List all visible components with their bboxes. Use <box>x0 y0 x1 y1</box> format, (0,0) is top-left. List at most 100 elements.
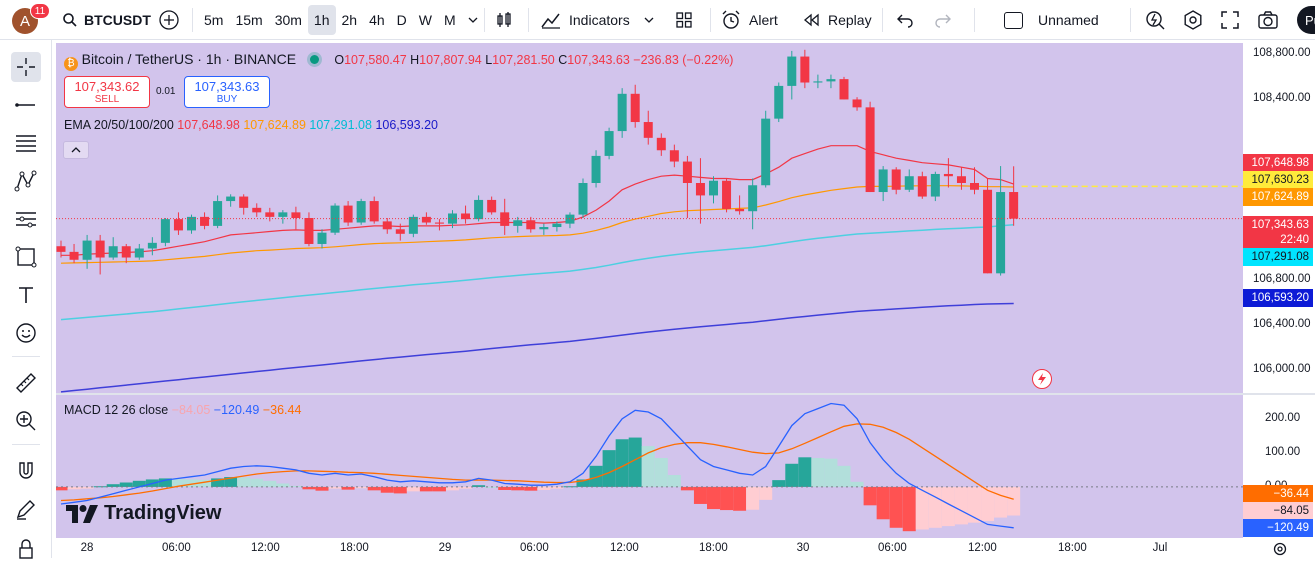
candle-body <box>343 205 353 223</box>
interval-30m[interactable]: 30m <box>274 12 302 28</box>
publish-label: Pu <box>1297 6 1315 34</box>
macd-histogram-bar <box>707 486 720 510</box>
candle-body <box>643 122 653 138</box>
candle-body <box>682 161 692 183</box>
macd-tick-label: 100.00 <box>1265 445 1301 458</box>
macd-histogram-bar <box>93 486 107 488</box>
candle-body <box>421 216 431 223</box>
replay-label: Replay <box>828 12 872 28</box>
macd-axis-tag: −36.44 <box>1243 485 1313 503</box>
pattern-icon <box>14 170 37 192</box>
price-axis-tag: 106,593.20 <box>1243 289 1313 307</box>
macd-title: MACD 12 26 close <box>64 403 169 417</box>
fullscreen-button[interactable] <box>1220 0 1240 40</box>
macd-histogram-bar <box>198 479 212 487</box>
interval-list: 5m 15m 30m 1h 2h 4h D W M <box>198 0 484 40</box>
forecast-tool[interactable] <box>11 204 41 234</box>
macd-histogram-bar <box>367 486 381 491</box>
axis-settings-button[interactable] <box>1272 541 1288 557</box>
macd-histogram-bar <box>341 486 355 490</box>
candle-body <box>147 242 157 249</box>
candle-body <box>891 169 901 190</box>
interval-dropdown[interactable] <box>462 5 484 35</box>
macd-line <box>60 402 1014 529</box>
macd-histogram-bar <box>941 486 955 527</box>
candlestick-chart <box>56 49 1243 393</box>
macd-histogram-bar <box>667 475 681 487</box>
macd-histogram-bar <box>563 486 577 488</box>
lock-tool[interactable] <box>11 534 41 564</box>
quick-search-button[interactable] <box>1144 0 1166 40</box>
settings-button[interactable] <box>1182 0 1204 40</box>
tv-logo-icon <box>66 504 98 523</box>
magnet-icon <box>19 462 33 479</box>
candle-body <box>317 232 327 244</box>
replay-button[interactable]: Replay <box>802 0 872 40</box>
candle-body <box>108 246 118 258</box>
trendline-tool[interactable] <box>11 90 41 120</box>
candle-body <box>787 56 797 86</box>
layout-name-button[interactable]: Unnamed <box>1004 0 1099 40</box>
candle-body <box>160 219 170 243</box>
sell-button[interactable]: 107,343.62 SELL <box>64 76 150 108</box>
emoji-tool[interactable] <box>11 318 41 348</box>
undo-icon <box>897 14 913 28</box>
publish-button[interactable]: Pu <box>1297 0 1315 40</box>
interval-m[interactable]: M <box>444 12 456 28</box>
macd-histogram-bar <box>954 486 968 525</box>
compare-symbol-button[interactable] <box>158 0 180 40</box>
macd-legend[interactable]: MACD 12 26 close −84.05 −120.49 −36.44 <box>64 403 301 417</box>
interval-w[interactable]: W <box>418 12 432 28</box>
macd-histogram-bar <box>380 486 394 493</box>
macd-histogram-bar <box>615 439 629 487</box>
interval-15m[interactable]: 15m <box>235 12 263 28</box>
zap-search-icon <box>1146 11 1165 30</box>
drawing-mode-tool[interactable] <box>11 494 41 524</box>
interval-1h[interactable]: 1h <box>307 5 336 35</box>
text-tool[interactable] <box>11 280 41 310</box>
macd-histogram-bar <box>994 486 1008 518</box>
time-axis[interactable]: 28 06:00 12:00 18:00 29 06:00 12:00 18:00 30 06:0… <box>56 538 1315 558</box>
text-t-icon <box>19 287 33 303</box>
symbol-search[interactable]: BTCUSDT <box>62 0 151 40</box>
symbol-title: Bitcoin / TetherUS · 1h · BINANCE <box>81 51 297 67</box>
undo-button[interactable] <box>896 0 914 40</box>
collapse-legend-button[interactable] <box>63 141 89 159</box>
magnet-tool[interactable] <box>11 456 41 486</box>
snapshot-button[interactable] <box>1257 0 1279 40</box>
interval-d[interactable]: D <box>396 12 407 28</box>
chart-type-button[interactable] <box>494 0 514 40</box>
shapes-tool[interactable] <box>11 242 41 272</box>
templates-button[interactable] <box>674 0 694 40</box>
candle-body <box>1009 192 1019 219</box>
gear-icon <box>1184 10 1202 30</box>
alert-button[interactable]: Alert <box>720 0 778 40</box>
tradingview-logo[interactable]: TradingView <box>66 502 221 525</box>
crosshair-tool[interactable] <box>11 52 41 82</box>
redo-button[interactable] <box>934 0 952 40</box>
measure-tool[interactable] <box>11 368 41 398</box>
buy-button[interactable]: 107,343.63 BUY <box>184 76 270 108</box>
camera-icon <box>1258 11 1278 29</box>
candle-body <box>983 189 993 274</box>
indicators-button[interactable]: Indicators <box>540 0 654 40</box>
time-tick-label: 28 <box>80 542 94 554</box>
macd-histogram-bar <box>67 486 81 490</box>
ema-legend[interactable]: EMA 20/50/100/200 107,648.98 107,624.89 … <box>64 118 438 132</box>
fib-tool[interactable] <box>11 128 41 158</box>
tv-logo-text: TradingView <box>104 502 222 524</box>
pane-separator[interactable] <box>56 393 1315 395</box>
low-label: L <box>485 53 493 67</box>
interval-4h[interactable]: 4h <box>369 12 385 28</box>
macd-histogram-bar <box>446 486 459 491</box>
pattern-tool[interactable] <box>11 166 41 196</box>
pencil-lock-icon <box>16 500 35 520</box>
macd-pane[interactable] <box>56 395 1243 538</box>
lightning-event-icon[interactable] <box>1032 369 1052 389</box>
candles-icon <box>497 12 511 27</box>
zoom-in-icon <box>16 411 36 431</box>
interval-2h[interactable]: 2h <box>341 12 358 28</box>
candle-body <box>134 248 144 258</box>
interval-5m[interactable]: 5m <box>204 12 224 28</box>
zoom-tool[interactable] <box>11 406 41 436</box>
